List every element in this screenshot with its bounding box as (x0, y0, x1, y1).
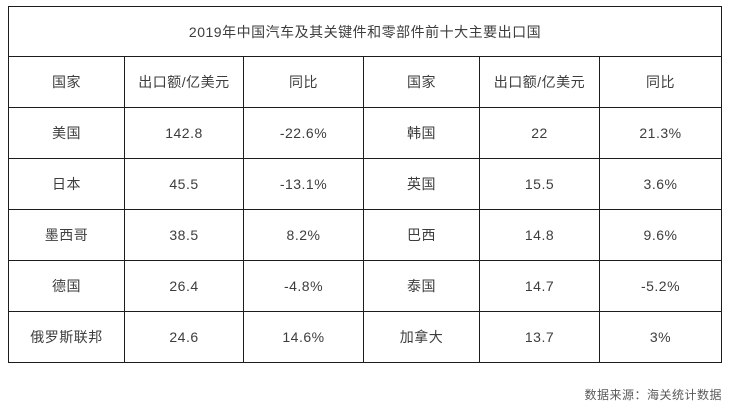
table-row: 美国 142.8 -22.6% 韩国 22 21.3% (8, 107, 722, 159)
country-cell: 巴西 (363, 209, 480, 261)
export-value-cell: 15.5 (479, 158, 600, 210)
table-title: 2019年中国汽车及其关键件和零部件前十大主要出口国 (8, 6, 722, 57)
yoy-cell: -4.8% (243, 260, 364, 312)
yoy-cell: -5.2% (599, 260, 722, 312)
country-cell: 韩国 (363, 107, 480, 159)
yoy-cell: 3.6% (599, 158, 722, 210)
export-value-cell: 142.8 (124, 107, 244, 159)
yoy-cell: -22.6% (243, 107, 364, 159)
country-cell: 德国 (8, 260, 125, 312)
export-table: 2019年中国汽车及其关键件和零部件前十大主要出口国 国家 出口额/亿美元 同比… (8, 6, 722, 363)
table-row: 俄罗斯联邦 24.6 14.6% 加拿大 13.7 3% (8, 311, 722, 363)
country-cell: 泰国 (363, 260, 480, 312)
header-export-value-right: 出口额/亿美元 (479, 56, 600, 108)
country-cell: 墨西哥 (8, 209, 125, 261)
header-export-value-left: 出口额/亿美元 (124, 56, 244, 108)
yoy-cell: 14.6% (243, 311, 364, 363)
yoy-cell: 21.3% (599, 107, 722, 159)
country-cell: 英国 (363, 158, 480, 210)
header-row: 国家 出口额/亿美元 同比 国家 出口额/亿美元 同比 (8, 56, 722, 108)
export-value-cell: 22 (479, 107, 600, 159)
country-cell: 美国 (8, 107, 125, 159)
export-value-cell: 14.7 (479, 260, 600, 312)
header-yoy-left: 同比 (243, 56, 364, 108)
export-value-cell: 26.4 (124, 260, 244, 312)
export-value-cell: 45.5 (124, 158, 244, 210)
country-cell: 日本 (8, 158, 125, 210)
export-value-cell: 24.6 (124, 311, 244, 363)
header-country-left: 国家 (8, 56, 125, 108)
header-country-right: 国家 (363, 56, 480, 108)
export-value-cell: 38.5 (124, 209, 244, 261)
export-value-cell: 13.7 (479, 311, 600, 363)
table-row: 墨西哥 38.5 8.2% 巴西 14.8 9.6% (8, 209, 722, 261)
yoy-cell: 8.2% (243, 209, 364, 261)
yoy-cell: 3% (599, 311, 722, 363)
yoy-cell: -13.1% (243, 158, 364, 210)
title-row: 2019年中国汽车及其关键件和零部件前十大主要出口国 (8, 6, 722, 57)
country-cell: 加拿大 (363, 311, 480, 363)
table-row: 日本 45.5 -13.1% 英国 15.5 3.6% (8, 158, 722, 210)
yoy-cell: 9.6% (599, 209, 722, 261)
table-row: 德国 26.4 -4.8% 泰国 14.7 -5.2% (8, 260, 722, 312)
data-source-note: 数据来源：海关统计数据 (584, 388, 722, 402)
header-yoy-right: 同比 (599, 56, 722, 108)
country-cell: 俄罗斯联邦 (8, 311, 125, 363)
export-value-cell: 14.8 (479, 209, 600, 261)
